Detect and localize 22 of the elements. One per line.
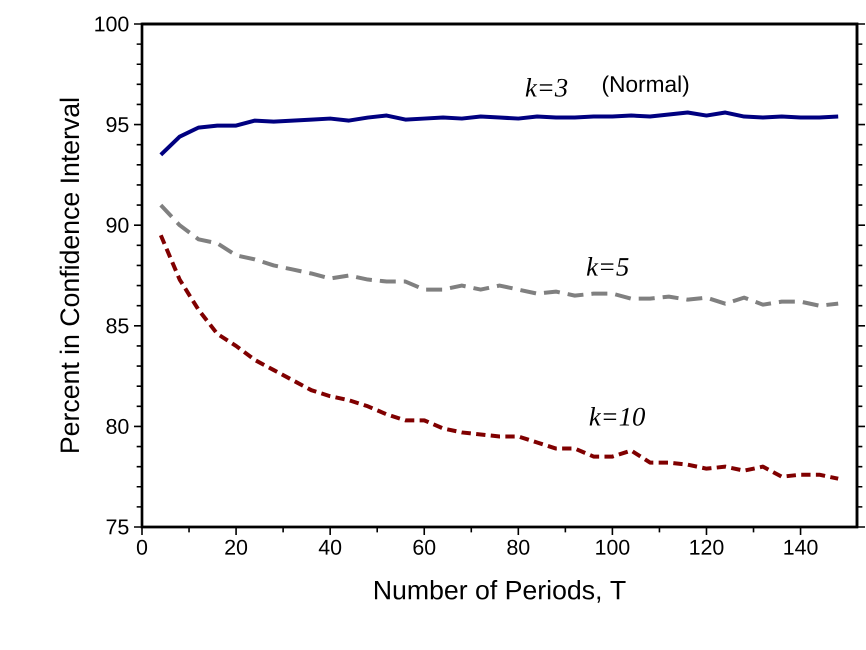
y-tick-label: 85: [106, 318, 128, 334]
x-tick-label: 80: [507, 540, 530, 555]
x-tick-label: 40: [318, 540, 342, 555]
x-axis-title: Number of Periods, T: [374, 580, 626, 603]
x-tick-label: 120: [690, 540, 724, 555]
series-label: k=3: [526, 78, 568, 97]
x-tick-label: 100: [596, 540, 630, 555]
y-tick-label: 75: [106, 520, 128, 534]
y-tick-label: 80: [106, 418, 128, 434]
series-label: k=10: [590, 406, 646, 426]
series-label: k=5: [586, 257, 628, 276]
y-tick-label: 100: [95, 16, 128, 32]
x-tick-label: 0: [136, 540, 148, 555]
line-series: [158, 110, 840, 157]
y-tick-label: 95: [106, 117, 128, 132]
x-tick-label: 140: [784, 540, 818, 555]
y-axis-title: Percent in Confidence Interval: [60, 98, 80, 452]
y-tick-label: 90: [106, 218, 128, 233]
line-series: [158, 203, 840, 308]
annotation: (Normal): [602, 75, 688, 97]
x-tick-label: 60: [413, 540, 436, 555]
x-tick-label: 20: [225, 540, 248, 555]
